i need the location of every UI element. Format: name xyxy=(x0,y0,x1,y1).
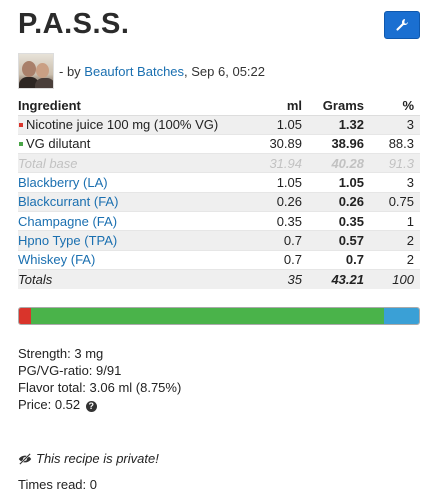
table-row: Nicotine juice 100 mg (100% VG) 1.05 1.3… xyxy=(18,114,420,135)
flavor-link[interactable]: Champagne (FA) xyxy=(18,213,118,229)
privacy-note: This recipe is private! xyxy=(18,451,159,466)
by-prefix: - by xyxy=(59,63,81,79)
ratio-bar-segment-vg xyxy=(30,308,384,324)
ml-value: 0.35 xyxy=(250,210,308,231)
percent-value: 1 xyxy=(370,210,420,231)
table-row: Hpno Type (TPA) 0.7 0.57 2 xyxy=(18,230,420,251)
ingredient-name: Total base xyxy=(18,153,250,173)
ml-value: 0.26 xyxy=(250,191,308,212)
flavor-link[interactable]: Hpno Type (TPA) xyxy=(18,232,118,248)
eye-slash-icon xyxy=(18,452,32,465)
price-line: Price: 0.52 ? xyxy=(18,396,181,413)
table-row: VG dilutant 30.89 38.96 88.3 xyxy=(18,133,420,154)
ingredient-name: VG dilutant xyxy=(26,136,91,152)
question-circle-icon[interactable]: ? xyxy=(85,401,97,412)
flavor-total-text: Flavor total: 3.06 ml (8.75%) xyxy=(18,380,182,395)
ratio-bar xyxy=(18,307,420,325)
header-ingredient: Ingredient xyxy=(18,96,250,116)
percent-value: 3 xyxy=(370,114,420,135)
percent-value: 2 xyxy=(370,230,420,251)
flavor-link[interactable]: Blackberry (LA) xyxy=(18,175,108,191)
ml-value: 1.05 xyxy=(250,172,308,193)
ingredients-table: Ingredient ml Grams % Nicotine juice 100… xyxy=(18,96,420,289)
grams-value: 0.57 xyxy=(308,230,370,251)
percent-value: 0.75 xyxy=(370,191,420,212)
table-row: Champagne (FA) 0.35 0.35 1 xyxy=(18,210,420,231)
nicotine-marker xyxy=(19,122,23,127)
header-percent: % xyxy=(370,96,420,116)
ml-value: 0.7 xyxy=(250,230,308,251)
percent-value: 91.3 xyxy=(370,153,420,173)
header-grams: Grams xyxy=(308,96,370,116)
grams-value: 1.32 xyxy=(308,114,370,135)
percent-value: 2 xyxy=(370,249,420,270)
table-row-total-base: Total base 31.94 40.28 91.3 xyxy=(18,153,420,173)
recipe-byline: - by Beaufort Batches, Sep 6, 05:22 xyxy=(18,53,265,89)
grams-value: 1.05 xyxy=(308,172,370,193)
grams-value: 40.28 xyxy=(308,153,370,173)
percent-value: 100 xyxy=(370,268,420,289)
grams-value: 0.35 xyxy=(308,210,370,231)
wrench-icon xyxy=(396,19,408,31)
flavor-link[interactable]: Whiskey (FA) xyxy=(18,252,96,268)
percent-value: 3 xyxy=(370,172,420,193)
price-text: Price: 0.52 xyxy=(18,397,81,412)
ml-value: 1.05 xyxy=(250,114,308,135)
ratio-bar-segment-flavor xyxy=(384,308,419,324)
ml-value: 35 xyxy=(250,268,308,289)
ratio-bar-segment-nicotine xyxy=(19,308,31,324)
grams-value: 0.7 xyxy=(308,249,370,270)
table-row: Blackcurrant (FA) 0.26 0.26 0.75 xyxy=(18,191,420,212)
grams-value: 0.26 xyxy=(308,191,370,212)
recipe-stats: Strength: 3 mg PG/VG-ratio: 9/91 Flavor … xyxy=(18,345,181,413)
totals-label: Totals xyxy=(18,268,250,289)
pg-vg-ratio-text: PG/VG-ratio: 9/91 xyxy=(18,363,122,378)
recipe-date: Sep 6, 05:22 xyxy=(191,63,265,79)
vg-marker xyxy=(19,142,23,146)
times-read-text: Times read: 0 xyxy=(18,477,97,492)
percent-value: 88.3 xyxy=(370,133,420,154)
author-avatar[interactable] xyxy=(18,53,54,89)
ml-value: 30.89 xyxy=(250,133,308,154)
table-row: Whiskey (FA) 0.7 0.7 2 xyxy=(18,249,420,270)
table-row-totals: Totals 35 43.21 100 xyxy=(18,268,420,289)
ml-value: 0.7 xyxy=(250,249,308,270)
recipe-title: P.A.S.S. xyxy=(18,8,130,40)
header-ml: ml xyxy=(250,96,308,116)
tools-button[interactable] xyxy=(384,11,420,39)
ingredient-name: Nicotine juice 100 mg (100% VG) xyxy=(26,117,219,133)
ml-value: 31.94 xyxy=(250,153,308,173)
grams-value: 43.21 xyxy=(308,268,370,289)
author-link[interactable]: Beaufort Batches xyxy=(84,63,185,79)
flavor-link[interactable]: Blackcurrant (FA) xyxy=(18,194,119,210)
privacy-text: This recipe is private! xyxy=(36,451,159,466)
table-row: Blackberry (LA) 1.05 1.05 3 xyxy=(18,172,420,193)
strength-text: Strength: 3 mg xyxy=(18,346,104,361)
grams-value: 38.96 xyxy=(308,133,370,154)
